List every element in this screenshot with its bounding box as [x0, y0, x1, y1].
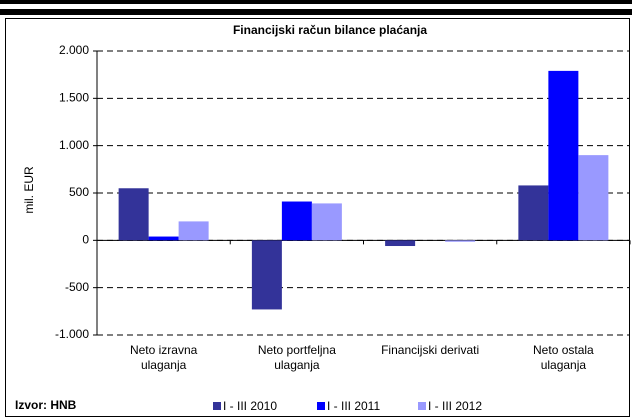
- legend-swatch: [317, 402, 325, 410]
- top-bar: [0, 0, 632, 4]
- x-tick-label-box: Neto portfeljna ulaganja: [257, 343, 336, 372]
- x-tick-label-box: Financijski derivati: [381, 343, 480, 357]
- bar: [445, 240, 476, 242]
- bar: [578, 155, 609, 241]
- x-tick-label: Neto izravna ulaganja: [129, 343, 198, 372]
- legend-swatch: [213, 402, 221, 410]
- x-tick-label-box: Neto ostala ulaganja: [533, 343, 594, 372]
- legend-swatch: [418, 402, 426, 410]
- bar: [281, 201, 312, 241]
- y-tick-label: 0: [82, 233, 89, 247]
- legend-label: I - III 2010: [223, 399, 277, 413]
- bar: [148, 236, 179, 241]
- y-tick-label: 1.500: [59, 91, 89, 105]
- x-tick-label: Neto portfeljna ulaganja: [257, 343, 336, 372]
- legend-label: I - III 2011: [327, 399, 380, 413]
- legend-label: I - III 2012: [428, 399, 482, 413]
- y-tick-label: -500: [65, 280, 89, 294]
- bar: [118, 188, 149, 241]
- y-tick-label: 1.000: [59, 138, 89, 152]
- y-tick-label: -1.000: [55, 327, 89, 341]
- top-bar: [0, 9, 632, 15]
- source: Izvor: HNB: [15, 398, 77, 412]
- x-tick-label: Neto ostala ulaganja: [533, 343, 594, 372]
- bar: [251, 240, 282, 310]
- chart-title: Financijski račun bilance plaćanja: [233, 23, 427, 37]
- x-tick-label: Financijski derivati: [381, 343, 480, 357]
- x-tick-label-box: Neto izravna ulaganja: [129, 343, 198, 372]
- y-tick-label: 500: [69, 185, 89, 199]
- y-tick-label: 2.000: [59, 43, 89, 57]
- bar: [385, 240, 416, 247]
- bar: [548, 70, 579, 241]
- bar: [178, 221, 209, 241]
- bar: [518, 185, 549, 241]
- bar: [311, 203, 342, 241]
- y-axis-label: mil. EUR: [22, 166, 36, 214]
